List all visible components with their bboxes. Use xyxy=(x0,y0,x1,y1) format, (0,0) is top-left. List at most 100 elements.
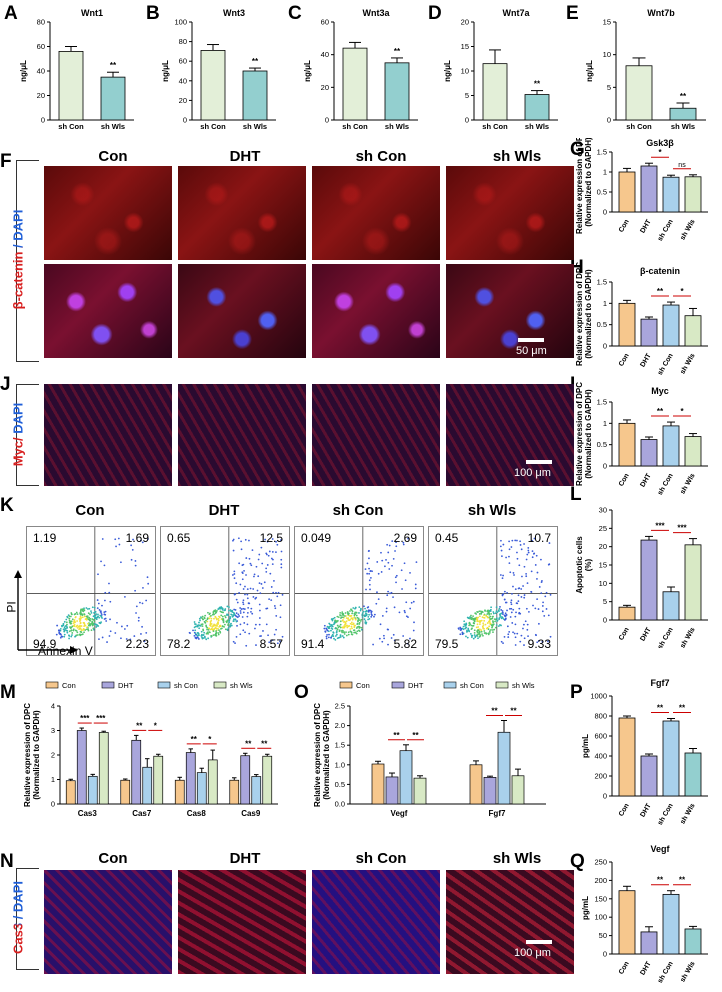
flow-event xyxy=(79,627,82,630)
y-axis-label-line: Relative expression of DPC xyxy=(23,703,32,807)
flow-event xyxy=(213,627,216,630)
significance-mark: ** xyxy=(657,876,664,885)
category-label: Cas3 xyxy=(78,809,98,818)
flow-event xyxy=(380,571,383,573)
flow-event xyxy=(331,628,334,630)
flow-event xyxy=(473,634,476,636)
legend-swatch xyxy=(101,681,115,689)
flow-event xyxy=(257,575,260,578)
flow-event xyxy=(410,601,413,604)
flow-quadrant-q4: 79.5 xyxy=(435,637,459,651)
y-tick-label: 100 xyxy=(174,18,187,27)
flow-event xyxy=(239,612,242,614)
flow-event xyxy=(203,631,206,634)
flow-event xyxy=(385,607,388,610)
significance-mark: ** xyxy=(510,707,517,716)
flow-event xyxy=(87,629,90,632)
flow-event xyxy=(203,616,206,619)
flow-event xyxy=(508,630,511,633)
flow-event xyxy=(498,617,501,620)
flow-event xyxy=(239,607,242,609)
flow-quadrant-q1: 0.049 xyxy=(301,531,332,545)
flow-event xyxy=(346,626,349,629)
flow-event xyxy=(240,548,243,551)
flow-quadrant-q4: 94.9 xyxy=(33,637,57,651)
flow-event xyxy=(210,614,212,617)
flow-event xyxy=(280,566,283,569)
flow-event xyxy=(534,564,537,566)
bar-sh-con xyxy=(662,893,680,955)
flow-event xyxy=(123,628,126,630)
flow-event xyxy=(339,634,342,637)
category-label: sh Con xyxy=(58,122,84,131)
flow-event xyxy=(270,586,273,588)
flow-event xyxy=(243,622,246,624)
flow-event xyxy=(217,618,220,620)
y-tick-label: 20 xyxy=(321,83,329,92)
significance-mark: * xyxy=(680,287,684,296)
flow-event xyxy=(258,623,261,626)
flow-event xyxy=(493,628,496,631)
bar-cas8-dht xyxy=(185,752,196,805)
flow-event xyxy=(253,573,256,576)
flow-event xyxy=(335,627,338,630)
flow-event xyxy=(354,624,356,627)
flow-event xyxy=(246,611,249,614)
y-tick-label: 400 xyxy=(594,752,607,761)
panel-label-e: E xyxy=(566,3,579,24)
flow-event xyxy=(280,550,283,553)
flow-event xyxy=(256,589,259,592)
flow-event xyxy=(265,552,268,555)
flow-event xyxy=(483,616,485,619)
flow-event xyxy=(246,588,249,591)
flow-event xyxy=(367,618,369,621)
flow-event xyxy=(63,635,66,638)
flow-plot-2: 0.049 2.69 91.4 5.82 xyxy=(294,526,424,656)
flow-event xyxy=(215,630,217,632)
category-label: sh Con xyxy=(657,353,675,377)
flow-title-3: sh Wls xyxy=(467,502,517,519)
flow-event xyxy=(242,603,245,606)
flow-event xyxy=(202,628,204,631)
flow-event xyxy=(69,615,72,618)
flow-event xyxy=(212,612,215,614)
y-tick-label: 80 xyxy=(37,18,45,27)
flow-event xyxy=(519,544,522,546)
y-tick-label: 1.5 xyxy=(597,148,607,157)
chart-wnt3a: Wnt3a 0 20 40 60 ng/μL sh Con sh Wls ** xyxy=(303,8,418,131)
legend-label: sh Wls xyxy=(512,681,535,690)
flow-event xyxy=(245,557,248,559)
scale-bar-f xyxy=(518,338,544,342)
flow-event xyxy=(386,543,389,546)
flow-event xyxy=(501,594,504,597)
flow-event xyxy=(530,570,533,573)
flow-event xyxy=(497,609,500,612)
y-axis-label-line: Relative expression of DPC xyxy=(575,262,584,366)
flow-event xyxy=(207,627,210,630)
flow-event xyxy=(462,628,465,631)
flow-event xyxy=(337,616,340,619)
flow-event xyxy=(98,609,101,611)
flow-event xyxy=(254,623,257,626)
stain-label-f: β-catenin / DAPI xyxy=(10,209,26,310)
flow-event xyxy=(520,588,523,590)
category-label: Con xyxy=(618,627,631,642)
flow-event xyxy=(214,612,217,615)
bar-cas3-con xyxy=(65,780,76,805)
flow-event xyxy=(461,633,464,636)
flow-event xyxy=(194,625,197,628)
flow-event xyxy=(512,608,515,611)
flow-plot-0: 1.19 1.69 94.9 2.23 xyxy=(26,526,156,656)
flow-event xyxy=(491,617,494,620)
flow-event xyxy=(509,616,512,618)
flow-event xyxy=(341,611,344,614)
flow-event xyxy=(508,562,511,565)
flow-event xyxy=(533,537,536,540)
flow-event xyxy=(228,619,231,622)
significance-mark: ** xyxy=(412,731,419,740)
flow-event xyxy=(477,637,479,640)
flow-event xyxy=(85,618,88,621)
chart-wnt1: Wnt1 0 20 40 60 80 ng/μL sh Con sh Wls ** xyxy=(19,8,134,131)
flow-event xyxy=(81,608,84,611)
y-tick-label: 60 xyxy=(321,18,329,27)
